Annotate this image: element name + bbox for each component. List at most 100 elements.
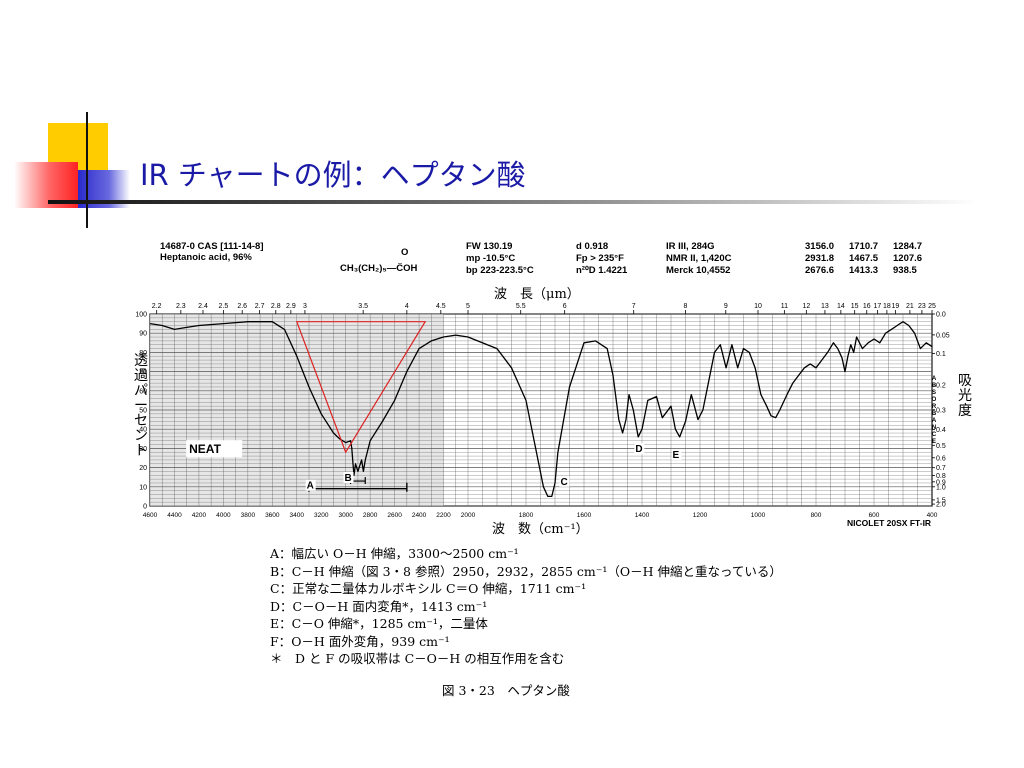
fw: FW 130.19 bbox=[466, 241, 513, 252]
instrument-label: NICOLET 20SX FT-IR bbox=[847, 518, 932, 528]
y-tick-label: 10 bbox=[139, 484, 147, 491]
y2-tick-label: 0.8 bbox=[936, 473, 946, 480]
x2-tick-label: 2.8 bbox=[271, 303, 281, 310]
x-tick-label: 800 bbox=[811, 512, 822, 519]
density: d 0.918 bbox=[576, 241, 609, 252]
peak-c1-r1: 3156.0 bbox=[805, 241, 835, 252]
x2-tick-label: 5 bbox=[466, 303, 470, 310]
shaded-region bbox=[150, 314, 444, 506]
note-row: F：O－H 面外変角，939 cm⁻¹ bbox=[270, 633, 782, 651]
x2-tick-label: 2.2 bbox=[152, 303, 162, 310]
peak-c2-r3: 1413.3 bbox=[849, 265, 879, 276]
x-tick-label: 2200 bbox=[436, 512, 451, 519]
x2-tick-label: 8 bbox=[684, 303, 688, 310]
y2-tick-label: 0.1 bbox=[936, 351, 946, 358]
nmr-reference: NMR II, 1,420C bbox=[666, 253, 732, 264]
merck-reference: Merck 10,4552 bbox=[666, 265, 731, 276]
x2-tick-label: 5.5 bbox=[516, 303, 526, 310]
figure-caption: 図 3・23 ヘプタン酸 bbox=[442, 683, 570, 698]
x2-tick-label: 2.5 bbox=[219, 303, 229, 310]
deco-vertical-line bbox=[86, 112, 88, 228]
refractive-index: n²⁰D 1.4221 bbox=[576, 265, 628, 276]
y2-tick-label: 0.6 bbox=[936, 455, 946, 462]
bp: bp 223-223.5°C bbox=[466, 265, 534, 276]
annotation-d: D bbox=[635, 444, 642, 455]
x2-tick-label: 13 bbox=[821, 303, 829, 310]
x-tick-label: 3400 bbox=[290, 512, 305, 519]
transmittance-vertical: TRANSMITTANCE bbox=[163, 372, 171, 441]
wavenumber-axis-title: 波 数（cm⁻¹） bbox=[492, 522, 589, 537]
x2-tick-label: 2.6 bbox=[237, 303, 247, 310]
absorbance-vertical: ABSORBANCE bbox=[931, 376, 937, 445]
x2-tick-label: 10 bbox=[754, 303, 762, 310]
annotation-b: B bbox=[344, 473, 351, 484]
annotation-bg bbox=[305, 479, 316, 491]
x-tick-label: 4000 bbox=[216, 512, 231, 519]
x2-tick-label: 4 bbox=[405, 303, 409, 310]
note-key: E： bbox=[270, 616, 292, 631]
x-tick-label: 1200 bbox=[693, 512, 708, 519]
note-key: C： bbox=[270, 581, 293, 596]
x2-tick-label: 18 bbox=[883, 303, 891, 310]
x2-tick-label: 2.9 bbox=[286, 303, 296, 310]
peak-c2-r2: 1467.5 bbox=[849, 253, 879, 264]
title-underline bbox=[48, 200, 978, 204]
y2-tick-label: 0.05 bbox=[936, 332, 950, 339]
note-text: 正常な二量体カルボキシル C＝O 伸縮，1711 cm⁻¹ bbox=[292, 581, 587, 596]
annotation-a: A bbox=[307, 481, 314, 492]
x2-tick-label: 23 bbox=[918, 303, 926, 310]
peak-c1-r2: 2931.8 bbox=[805, 253, 835, 264]
note-row: A：幅広い O－H 伸縮，3300～2500 cm⁻¹ bbox=[270, 545, 782, 563]
note-row: E：C－O 伸縮*，1285 cm⁻¹，二量体 bbox=[270, 615, 782, 633]
annotation-bg bbox=[559, 475, 570, 487]
y2-tick-label: 0.0 bbox=[936, 312, 946, 319]
transmittance-axis-title: 透過パーセント bbox=[134, 353, 148, 459]
spectrum-line bbox=[149, 321, 933, 498]
note-text: O－H 面外変角，939 cm⁻¹ bbox=[291, 633, 450, 649]
formula: CH₃(CH₂)₅—C̈OH bbox=[340, 263, 418, 274]
y-tick-label: 0 bbox=[143, 504, 147, 511]
peak-c2-r1: 1710.7 bbox=[849, 241, 879, 252]
note-text: C－O－H 面内変角*，1413 cm⁻¹ bbox=[292, 598, 488, 614]
x-tick-label: 3000 bbox=[338, 512, 353, 519]
peak-c3-r2: 1207.6 bbox=[893, 253, 923, 264]
x2-tick-label: 2.3 bbox=[176, 303, 186, 310]
x-tick-label: 3600 bbox=[265, 512, 280, 519]
y2-tick-label: 1.5 bbox=[936, 497, 946, 504]
formula-oxygen: O bbox=[401, 247, 409, 258]
note-row: C：正常な二量体カルボキシル C＝O 伸縮，1711 cm⁻¹ bbox=[270, 580, 782, 598]
note-key: A： bbox=[270, 546, 292, 561]
note-text: 幅広い O－H 伸縮，3300～2500 cm⁻¹ bbox=[291, 546, 519, 561]
y2-tick-label: 0.7 bbox=[936, 465, 946, 472]
annotation-c: C bbox=[561, 477, 568, 488]
x2-tick-label: 17 bbox=[874, 303, 882, 310]
x2-tick-label: 4.5 bbox=[436, 303, 446, 310]
annotation-bg bbox=[343, 472, 354, 484]
x2-tick-label: 19 bbox=[891, 303, 899, 310]
note-text: D と F の吸収帯は C－O－H の相互作用を含む bbox=[295, 651, 565, 666]
x2-tick-label: 7 bbox=[632, 303, 636, 310]
note-row: ＊ D と F の吸収帯は C－O－H の相互作用を含む bbox=[270, 650, 782, 668]
peak-c3-r1: 1284.7 bbox=[893, 241, 923, 252]
x-tick-label: 2000 bbox=[461, 512, 476, 519]
x2-tick-label: 16 bbox=[863, 303, 871, 310]
peak-c3-r3: 938.5 bbox=[893, 265, 917, 276]
peak-notes: A：幅広い O－H 伸縮，3300～2500 cm⁻¹ B：C－H 伸縮（図 3・… bbox=[270, 545, 782, 668]
x2-tick-label: 3.5 bbox=[358, 303, 368, 310]
y2-tick-label: 0.9 bbox=[936, 479, 946, 486]
x-tick-label: 3800 bbox=[241, 512, 256, 519]
neat-box bbox=[186, 440, 243, 458]
x-tick-label: 2400 bbox=[412, 512, 427, 519]
note-text: C－O 伸縮*，1285 cm⁻¹，二量体 bbox=[291, 616, 488, 631]
x2-tick-label: 9 bbox=[724, 303, 728, 310]
x2-tick-label: 21 bbox=[906, 303, 914, 310]
mp: mp -10.5°C bbox=[466, 253, 516, 264]
peak-c1-r3: 2676.6 bbox=[805, 265, 835, 276]
x-tick-label: 2800 bbox=[363, 512, 378, 519]
compound-name: Heptanoic acid, 96% bbox=[160, 252, 252, 263]
note-row: B：C－H 伸縮（図 3・8 参照）2950，2932，2855 cm⁻¹（O－… bbox=[270, 563, 782, 581]
x2-tick-label: 25 bbox=[928, 303, 936, 310]
note-row: D：C－O－H 面内変角*，1413 cm⁻¹ bbox=[270, 598, 782, 616]
note-key: ＊ bbox=[270, 651, 296, 666]
neat-label: NEAT bbox=[189, 442, 221, 456]
